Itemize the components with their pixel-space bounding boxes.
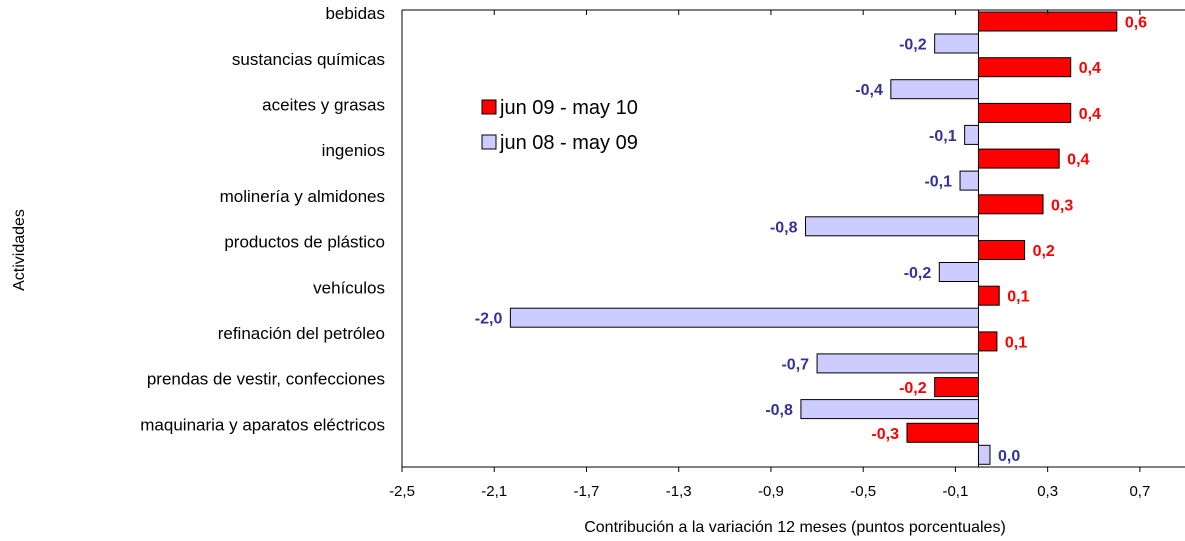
x-tick-label: -2,5 bbox=[389, 483, 415, 500]
x-tick-label: -1,7 bbox=[574, 483, 600, 500]
data-label-series-1: 0,4 bbox=[1079, 106, 1101, 123]
bar-series-1 bbox=[977, 57, 1072, 78]
x-tick-label: 0,7 bbox=[1129, 483, 1150, 500]
bar-series-2 bbox=[509, 307, 979, 328]
data-label-series-1: 0,2 bbox=[1033, 243, 1055, 260]
data-label-series-2: -0,8 bbox=[770, 219, 798, 236]
category-label: refinación del petróleo bbox=[218, 324, 385, 343]
x-tick-label: -0,1 bbox=[942, 483, 968, 500]
data-labels: 0,6 -0,2 0,4 -0,4 0,4 -0,1 0,4 -0,1 0,3 -0,8 0,2 -0… bbox=[475, 15, 1147, 465]
data-label-series-2: -0,1 bbox=[929, 128, 957, 145]
bar-series-1 bbox=[977, 194, 1044, 215]
category-label: sustancias químicas bbox=[232, 50, 385, 69]
data-label-series-1: 0,4 bbox=[1067, 152, 1089, 169]
data-label-series-2: -0,2 bbox=[899, 37, 927, 54]
bar-series-1 bbox=[906, 422, 979, 443]
x-ticks: -2,5 -2,1 -1,7 -1,3 -0,9 -0,5 -0,1 0,3 0,7 bbox=[389, 10, 1150, 500]
bar-series-1 bbox=[977, 240, 1026, 260]
data-label-series-1: 0,6 bbox=[1125, 15, 1147, 32]
category-label: productos de plástico bbox=[224, 233, 385, 252]
bar-series-1 bbox=[977, 331, 998, 352]
data-label-series-2: -2,0 bbox=[475, 311, 503, 328]
x-tick-label: -0,5 bbox=[850, 483, 876, 500]
legend-label-series-1: jun 09 - may 10 bbox=[499, 97, 638, 119]
legend-label-series-2: jun 08 - may 09 bbox=[499, 132, 638, 154]
bar-series-2 bbox=[959, 170, 979, 191]
category-label: prendas de vestir, confecciones bbox=[147, 370, 385, 389]
category-label: bebidas bbox=[325, 4, 385, 23]
x-tick-label: -2,1 bbox=[481, 483, 507, 500]
bar-series-1 bbox=[977, 285, 1000, 306]
y-axis-title: Actividades bbox=[11, 209, 28, 291]
bar-series-1 bbox=[977, 148, 1060, 169]
data-label-series-2: -0,1 bbox=[924, 174, 952, 191]
data-label-series-1: 0,3 bbox=[1051, 197, 1073, 214]
data-label-series-1: -0,2 bbox=[899, 380, 927, 397]
category-label: aceites y grasas bbox=[262, 96, 385, 115]
legend-swatch-series-2 bbox=[481, 134, 497, 150]
data-label-series-2: -0,2 bbox=[904, 265, 932, 282]
category-label: molinería y almidones bbox=[220, 187, 385, 206]
data-label-series-1: 0,4 bbox=[1079, 60, 1101, 77]
category-label: maquinaria y aparatos eléctricos bbox=[140, 415, 385, 434]
data-label-series-1: 0,1 bbox=[1005, 334, 1027, 351]
bar-series-1 bbox=[977, 102, 1072, 123]
bar-series-2 bbox=[977, 444, 991, 465]
x-tick-label: 0,3 bbox=[1037, 483, 1058, 500]
x-tick-label: -0,9 bbox=[758, 483, 784, 500]
data-label-series-1: -0,3 bbox=[871, 426, 899, 443]
bar-series-2 bbox=[934, 33, 979, 54]
bar-series-1 bbox=[934, 377, 979, 398]
data-label-series-2: -0,4 bbox=[855, 82, 883, 99]
bar-series-2 bbox=[938, 262, 979, 282]
data-label-series-1: 0,1 bbox=[1007, 289, 1029, 306]
data-label-series-2: -0,8 bbox=[765, 402, 793, 419]
legend: jun 09 - may 10 jun 08 - may 09 bbox=[481, 97, 638, 154]
bar-series-2 bbox=[805, 216, 979, 237]
data-label-series-2: 0,0 bbox=[998, 448, 1020, 465]
bar-series-2 bbox=[800, 399, 979, 420]
bar-series-2 bbox=[964, 124, 979, 145]
category-labels: bebidas sustancias químicas aceites y gras… bbox=[140, 4, 385, 434]
x-tick-label: -1,3 bbox=[666, 483, 692, 500]
category-label: vehículos bbox=[313, 278, 385, 297]
bars bbox=[509, 11, 1118, 465]
x-axis-title: Contribución a la variación 12 meses (pu… bbox=[584, 519, 1006, 536]
axes bbox=[401, 9, 1185, 468]
bar-series-2 bbox=[816, 353, 979, 374]
data-label-series-2: -0,7 bbox=[781, 356, 809, 373]
bar-series-2 bbox=[890, 79, 979, 100]
legend-swatch-series-1 bbox=[481, 99, 497, 115]
category-label: ingenios bbox=[322, 141, 385, 160]
